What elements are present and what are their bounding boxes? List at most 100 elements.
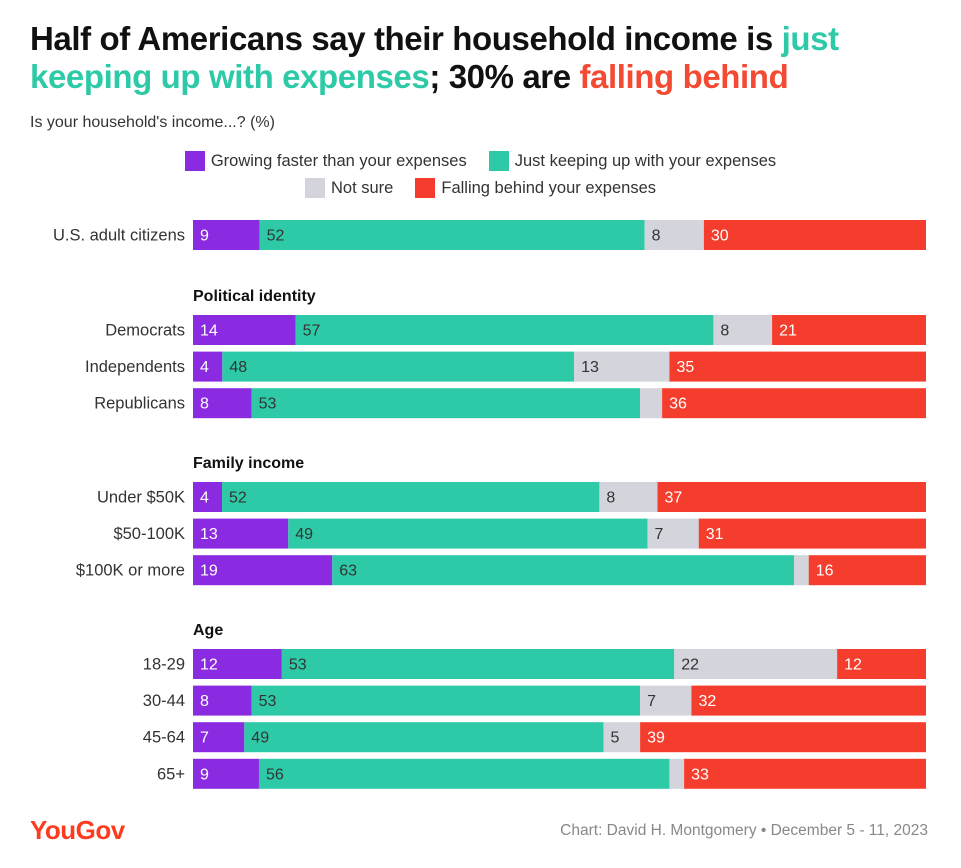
row-label-50-100k: $50-100K bbox=[113, 525, 185, 543]
chart-credit: Chart: David H. Montgomery • December 5 … bbox=[560, 822, 928, 839]
legend-row-1: Growing faster than your expenses Just k… bbox=[0, 151, 961, 171]
data-label-falling-independents: 35 bbox=[676, 359, 694, 376]
legend-label-keeping: Just keeping up with your expenses bbox=[514, 151, 777, 170]
bar-falling-democrats bbox=[772, 315, 926, 345]
row-label-under-50k: Under $50K bbox=[97, 489, 185, 507]
data-label-growing-65: 9 bbox=[200, 766, 209, 783]
chart-subtitle: Is your household's income...? (%) bbox=[30, 114, 275, 131]
group-header-age: Age bbox=[193, 622, 223, 639]
legend-swatch-notsure bbox=[305, 178, 325, 198]
bar-growing-30-44 bbox=[193, 685, 252, 716]
bar-notsure-100k-or-more bbox=[794, 555, 809, 586]
bar-notsure-u-s-adult-citizens bbox=[644, 220, 704, 250]
bar-falling-65 bbox=[684, 758, 926, 789]
bar-falling-independents bbox=[669, 351, 926, 382]
data-label-falling-45-64: 39 bbox=[647, 730, 665, 747]
row-label-independents: Independents bbox=[85, 358, 185, 376]
row-label-u-s-adult-citizens: U.S. adult citizens bbox=[53, 227, 185, 245]
group-header-political-identity: Political identity bbox=[193, 288, 316, 305]
bar-notsure-democrats bbox=[713, 315, 773, 345]
data-label-growing-under-50k: 4 bbox=[200, 490, 209, 507]
data-label-notsure-under-50k: 8 bbox=[606, 490, 615, 507]
bar-keeping-45-64 bbox=[244, 722, 604, 753]
data-label-falling-100k-or-more: 16 bbox=[816, 563, 834, 580]
data-label-growing-30-44: 8 bbox=[200, 693, 209, 710]
data-label-keeping-18-29: 53 bbox=[289, 657, 307, 674]
data-label-keeping-independents: 48 bbox=[229, 359, 247, 376]
legend-item-growing: Growing faster than your expenses bbox=[184, 151, 467, 171]
data-label-notsure-30-44: 7 bbox=[647, 693, 656, 710]
bar-growing-50-100k bbox=[193, 518, 289, 549]
data-label-growing-100k-or-more: 19 bbox=[200, 563, 218, 580]
group-header-family-income: Family income bbox=[193, 455, 304, 472]
bar-growing-democrats bbox=[193, 315, 296, 345]
data-label-falling-50-100k: 31 bbox=[706, 526, 724, 543]
bar-notsure-independents bbox=[574, 351, 670, 382]
bar-keeping-18-29 bbox=[281, 649, 675, 679]
data-label-growing-45-64: 7 bbox=[200, 730, 209, 747]
yougov-logo: YouGov bbox=[30, 815, 125, 845]
chart-title: Half of Americans say their household in… bbox=[30, 20, 950, 96]
row-label-100k-or-more: $100K or more bbox=[76, 562, 185, 580]
data-label-keeping-u-s-adult-citizens: 52 bbox=[267, 228, 285, 245]
bar-notsure-under-50k bbox=[599, 482, 658, 512]
bar-notsure-45-64 bbox=[603, 722, 641, 753]
row-label-democrats: Democrats bbox=[105, 322, 185, 340]
data-label-keeping-democrats: 57 bbox=[303, 323, 321, 340]
bar-keeping-65 bbox=[258, 758, 670, 789]
bar-notsure-30-44 bbox=[640, 685, 692, 716]
bar-falling-50-100k bbox=[698, 518, 926, 549]
data-label-growing-democrats: 14 bbox=[200, 323, 218, 340]
bar-notsure-18-29 bbox=[674, 649, 838, 679]
bar-falling-republicans bbox=[662, 388, 926, 419]
bar-growing-18-29 bbox=[193, 649, 282, 679]
data-label-falling-democrats: 21 bbox=[779, 323, 797, 340]
bar-keeping-democrats bbox=[295, 315, 714, 345]
legend-swatch-growing bbox=[184, 151, 205, 171]
bar-growing-100k-or-more bbox=[193, 555, 333, 586]
bar-keeping-republicans bbox=[251, 388, 641, 419]
data-label-notsure-18-29: 22 bbox=[681, 657, 699, 674]
bar-keeping-50-100k bbox=[288, 518, 648, 549]
legend-item-notsure: Not sure bbox=[305, 178, 393, 198]
bar-keeping-under-50k bbox=[222, 482, 600, 512]
bar-growing-independents bbox=[193, 351, 223, 382]
data-label-keeping-65: 56 bbox=[266, 766, 284, 783]
data-label-growing-50-100k: 13 bbox=[200, 526, 218, 543]
legend-label-notsure: Not sure bbox=[331, 178, 394, 197]
bar-falling-45-64 bbox=[640, 722, 926, 753]
row-label-30-44: 30-44 bbox=[143, 692, 185, 710]
title-part-1: Half of Americans say their household in… bbox=[30, 20, 782, 57]
bar-notsure-republicans bbox=[640, 388, 663, 419]
bar-falling-u-s-adult-citizens bbox=[703, 220, 926, 250]
data-label-notsure-democrats: 8 bbox=[720, 323, 729, 340]
data-label-growing-u-s-adult-citizens: 9 bbox=[200, 228, 209, 245]
bar-keeping-u-s-adult-citizens bbox=[259, 220, 645, 250]
bar-falling-30-44 bbox=[691, 685, 926, 716]
bar-falling-18-29 bbox=[837, 649, 926, 679]
bar-keeping-30-44 bbox=[251, 685, 641, 716]
bar-growing-u-s-adult-citizens bbox=[193, 220, 260, 250]
bar-falling-100k-or-more bbox=[808, 555, 926, 586]
bar-keeping-independents bbox=[222, 351, 575, 382]
data-label-keeping-under-50k: 52 bbox=[229, 490, 247, 507]
legend-item-keeping: Just keeping up with your expenses bbox=[488, 151, 777, 171]
data-label-notsure-50-100k: 7 bbox=[654, 526, 663, 543]
data-label-falling-republicans: 36 bbox=[669, 396, 687, 413]
bar-notsure-50-100k bbox=[647, 518, 699, 549]
title-highlight-keeping-up: just keeping up with expenses bbox=[30, 20, 839, 95]
title-part-2: ; 30% are bbox=[429, 58, 580, 95]
stacked-bar-chart: U.S. adult citizens 9 52 8 30 Political ident… bbox=[53, 220, 926, 789]
legend-swatch-falling bbox=[415, 178, 436, 198]
data-label-notsure-u-s-adult-citizens: 8 bbox=[652, 228, 661, 245]
data-label-notsure-45-64: 5 bbox=[610, 730, 619, 747]
legend-label-growing: Growing faster than your expenses bbox=[210, 151, 467, 170]
data-label-falling-u-s-adult-citizens: 30 bbox=[711, 228, 729, 245]
title-highlight-falling-behind: falling behind bbox=[579, 58, 789, 95]
data-label-keeping-50-100k: 49 bbox=[295, 526, 313, 543]
data-label-keeping-republicans: 53 bbox=[259, 396, 277, 413]
bar-notsure-65 bbox=[669, 758, 685, 789]
bar-growing-45-64 bbox=[193, 722, 245, 753]
data-label-keeping-100k-or-more: 63 bbox=[339, 563, 357, 580]
data-label-keeping-45-64: 49 bbox=[251, 730, 269, 747]
